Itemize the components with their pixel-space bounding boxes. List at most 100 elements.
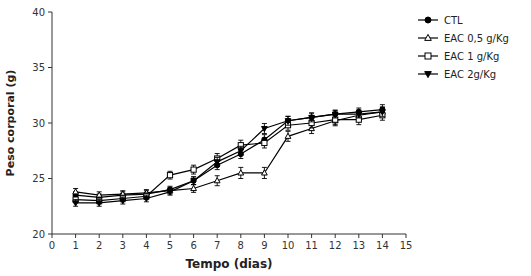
legend-marker (425, 53, 431, 59)
point (167, 190, 173, 195)
error-bar (120, 192, 125, 199)
error-bar-cap (286, 116, 291, 117)
error-bar-cap (309, 113, 314, 114)
point (238, 170, 244, 175)
error-bar-cap (238, 178, 243, 179)
y-tick-label: 25 (32, 173, 45, 184)
error-bar-cap (120, 197, 125, 198)
legend-label: EAC 2g/Kg (444, 69, 496, 80)
error-bar-cap (238, 140, 243, 141)
error-bar-cap (309, 113, 314, 114)
error-bar-cap (73, 195, 78, 196)
y-tick-label: 30 (32, 118, 45, 129)
error-bar-cap (191, 176, 196, 177)
x-tick-label: 8 (238, 240, 244, 251)
error-bar-cap (168, 179, 173, 180)
point (120, 199, 126, 204)
point (380, 110, 386, 115)
point (262, 140, 267, 145)
point (309, 115, 314, 120)
legend: CTL EAC 0,5 g/Kg EAC 1 g/Kg EAC 2g/Kg (418, 15, 509, 80)
plot-area (73, 105, 386, 207)
error-bar-cap (97, 199, 102, 200)
error-bar (333, 110, 338, 118)
series-line (76, 112, 383, 203)
y-tick (48, 12, 52, 13)
legend-item: CTL (418, 15, 463, 26)
error-bar (262, 167, 267, 178)
error-bar-cap (168, 171, 173, 172)
y-tick (48, 123, 52, 124)
error-bar-cap (215, 185, 220, 186)
error-bar-cap (191, 174, 196, 175)
point (191, 179, 197, 184)
error-bar-cap (380, 120, 385, 121)
error-bar-cap (286, 131, 291, 132)
x-tick-label: 12 (329, 240, 342, 251)
error-bar (144, 190, 149, 197)
legend-marker (425, 72, 432, 78)
error-bar (262, 124, 267, 134)
error-bar-cap (333, 110, 338, 111)
error-bar-cap (191, 192, 196, 193)
error-bar (356, 110, 361, 118)
error-bar (168, 171, 173, 179)
point (191, 185, 197, 190)
series-line (76, 110, 383, 198)
error-bar-cap (333, 110, 338, 111)
legend-item: EAC 0,5 g/Kg (418, 33, 509, 44)
point (73, 189, 79, 194)
x-tick-label: 0 (49, 240, 55, 251)
x-tick-label: 15 (400, 240, 413, 251)
legend-marker (425, 17, 431, 23)
error-bar-cap (286, 141, 291, 142)
series (73, 105, 385, 201)
x-tick (52, 234, 53, 238)
x-tick (99, 234, 100, 238)
error-bar-cap (309, 133, 314, 134)
series (73, 110, 385, 204)
series (73, 107, 386, 199)
error-bar-cap (168, 188, 173, 189)
x-tick (193, 234, 194, 238)
error-bar-cap (144, 195, 149, 196)
error-bar (215, 176, 220, 186)
error-bar (97, 192, 102, 199)
error-bar (168, 187, 173, 194)
error-bar-cap (215, 175, 220, 176)
error-bar-cap (238, 146, 243, 147)
error-bar-cap (333, 125, 338, 126)
point (214, 160, 220, 165)
series (73, 107, 386, 206)
error-bar (380, 107, 385, 117)
error-bar-cap (262, 167, 267, 168)
point (191, 178, 196, 183)
error-bar-cap (356, 110, 361, 111)
error-bar-cap (262, 147, 267, 148)
y-tick (48, 234, 52, 235)
x-tick-label: 10 (282, 240, 295, 251)
point (96, 192, 102, 197)
legend-item: EAC 1 g/Kg (418, 51, 499, 62)
series-line (76, 115, 383, 200)
x-tick-label: 2 (96, 240, 102, 251)
x-tick (264, 234, 265, 238)
point (262, 126, 268, 131)
y-tick-label: 35 (32, 62, 45, 73)
error-bar-cap (238, 167, 243, 168)
error-bar (238, 150, 243, 159)
error-bar-cap (286, 116, 291, 117)
error-bar-cap (356, 110, 361, 111)
error-bar (380, 110, 385, 120)
y-axis-title: Peso corporal (g) (4, 70, 17, 177)
error-bar (191, 165, 196, 174)
legend-label: CTL (444, 15, 463, 26)
x-tick-label: 13 (352, 240, 365, 251)
x-tick (406, 234, 407, 238)
y-tick (48, 67, 52, 68)
point (333, 112, 338, 117)
point (262, 170, 268, 175)
error-bar (144, 195, 149, 202)
y-tick-label: 20 (32, 229, 45, 240)
error-bar-cap (380, 104, 385, 105)
